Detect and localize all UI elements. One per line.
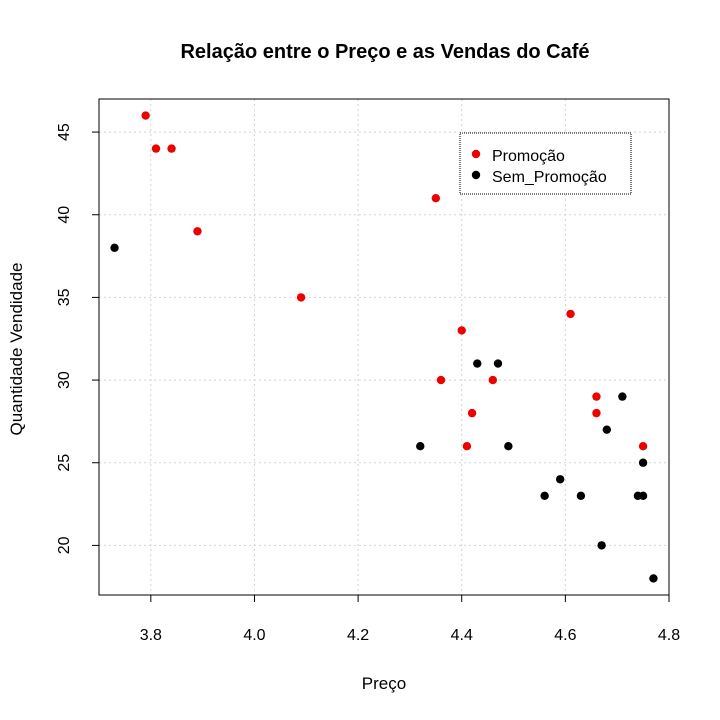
data-point-sem-promocao (540, 491, 549, 500)
y-tick-label: 20 (56, 536, 73, 554)
x-axis-label: Preço (362, 674, 406, 693)
y-tick-label: 25 (56, 454, 73, 472)
chart-title: Relação entre o Preço e as Vendas do Caf… (180, 41, 589, 63)
data-point-promocao (457, 326, 466, 335)
data-point-sem-promocao (638, 491, 648, 500)
data-point-sem-promocao (649, 574, 658, 583)
x-tick-label: 4.2 (347, 627, 369, 644)
legend: Promoção Sem_Promoção (459, 132, 632, 195)
legend-marker-sem-promocao (471, 170, 481, 180)
data-point-sem-promocao (602, 425, 612, 434)
x-tick-label: 4.6 (554, 627, 576, 644)
data-point-sem-promocao (416, 442, 425, 451)
data-point-sem-promocao (493, 359, 503, 368)
data-points (110, 111, 658, 583)
data-point-promocao (436, 375, 446, 385)
y-axis-label: Quantidade Vendidade (7, 263, 26, 436)
y-tick-label: 45 (56, 123, 73, 141)
x-tick-label: 4.0 (243, 627, 265, 644)
x-tick-label: 4.8 (658, 627, 680, 644)
data-point-sem-promocao (638, 458, 648, 467)
legend-marker-promocao (471, 149, 481, 159)
y-tick-label: 30 (56, 371, 73, 389)
data-point-promocao (566, 309, 575, 319)
x-tick-label: 3.8 (140, 627, 162, 644)
data-point-promocao (488, 375, 498, 385)
plot-frame (98, 98, 670, 596)
legend-box (459, 132, 632, 195)
data-point-sem-promocao (504, 442, 513, 451)
legend-label-promocao: Promoção (492, 148, 565, 165)
data-point-promocao (151, 144, 161, 153)
data-point-sem-promocao (597, 541, 606, 550)
y-tick-label: 40 (56, 206, 73, 224)
data-point-sem-promocao (618, 392, 627, 401)
data-point-sem-promocao (555, 475, 565, 484)
data-point-promocao (592, 392, 601, 401)
x-tick-label: 4.4 (451, 627, 473, 644)
legend-label-sem-promocao: Sem_Promoção (492, 169, 607, 186)
data-point-promocao (167, 144, 176, 153)
y-tick-label: 35 (56, 288, 73, 306)
data-point-promocao (592, 408, 601, 418)
axes: 3.8 4.0 4.2 4.4 4.6 4.8 20 25 30 35 40 45 (56, 123, 680, 644)
data-point-promocao (141, 111, 150, 120)
data-point-promocao (638, 442, 648, 451)
data-point-sem-promocao (473, 359, 482, 368)
data-point-promocao (467, 408, 477, 418)
data-point-sem-promocao (576, 491, 586, 500)
data-point-sem-promocao (110, 243, 119, 252)
data-point-promocao (431, 194, 441, 203)
data-point-promocao (296, 293, 306, 302)
grid-lines (99, 99, 670, 595)
data-point-promocao (193, 227, 202, 236)
data-point-promocao (462, 442, 472, 451)
